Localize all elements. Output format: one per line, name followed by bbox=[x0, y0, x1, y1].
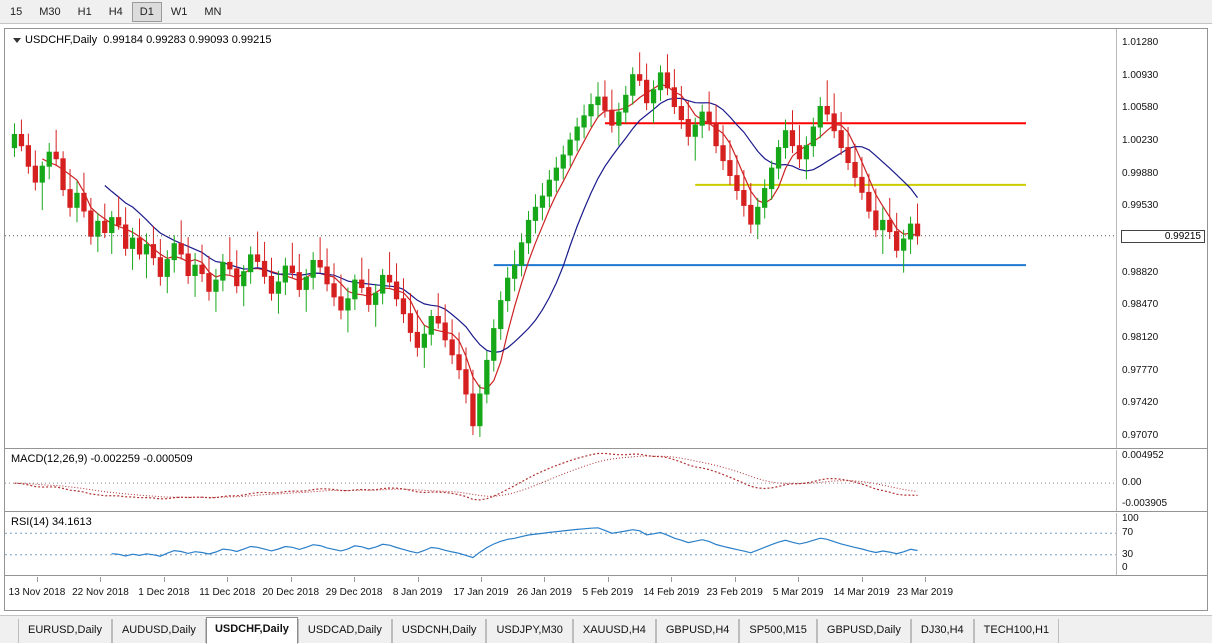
timeframe-button-h4[interactable]: H4 bbox=[108, 5, 123, 18]
last-price-tag: 0.99215 bbox=[1121, 229, 1205, 243]
chart-tab-tech100-h1[interactable]: TECH100,H1 bbox=[973, 619, 1060, 643]
time-tick bbox=[417, 577, 419, 582]
price-tick-label: 1.00230 bbox=[1122, 135, 1159, 147]
rsi-tick-label: 100 bbox=[1122, 513, 1139, 524]
timeframe-toolbar: 15 M30 H1 H4 D1 W1 MN bbox=[0, 0, 1212, 24]
price-pane: 1.01280 1.00930 1.00580 1.00230 0.99880 0.995… bbox=[5, 29, 1207, 449]
rsi-tick-label: 30 bbox=[1122, 548, 1134, 560]
rsi-pane-title: RSI(14) 34.1613 bbox=[11, 516, 92, 528]
chart-tab-usdchf-daily[interactable]: USDCHF,Daily bbox=[205, 617, 298, 644]
rsi-plot-area[interactable] bbox=[5, 513, 1116, 575]
price-plot-area[interactable] bbox=[5, 29, 1116, 448]
macd-tick-label: 0.00 bbox=[1122, 477, 1142, 489]
chart-tab-audusd-daily[interactable]: AUDUSD,Daily bbox=[111, 619, 206, 643]
price-tick-label: 0.98820 bbox=[1122, 266, 1159, 278]
timeframe-button-15[interactable]: 15 bbox=[10, 5, 23, 18]
time-tick-label: 11 Dec 2018 bbox=[199, 587, 256, 598]
time-tick bbox=[100, 577, 102, 582]
time-tick-label: 22 Nov 2018 bbox=[72, 587, 129, 598]
chart-tab-bar: EURUSD,Daily AUDUSD,Daily USDCHF,Daily USDC… bbox=[0, 615, 1212, 644]
time-tick-label: 20 Dec 2018 bbox=[262, 587, 320, 598]
time-tick-label: 29 Dec 2018 bbox=[325, 587, 383, 598]
chart-frame: 1.01280 1.00930 1.00580 1.00230 0.99880 0.995… bbox=[4, 28, 1208, 611]
time-axis-labels: 13 Nov 2018 22 Nov 2018 1 Dec 2018 11 Dec 2… bbox=[5, 577, 1116, 610]
time-tick bbox=[798, 577, 800, 582]
time-tick-label: 5 Mar 2019 bbox=[772, 587, 824, 598]
price-tick-label: 1.00930 bbox=[1122, 69, 1159, 81]
time-tick bbox=[37, 577, 38, 582]
time-tick-label: 17 Jan 2019 bbox=[453, 587, 509, 598]
time-tick-label: 5 Feb 2019 bbox=[582, 587, 634, 598]
rsi-pane: 100 70 30 0 RSI(14) 34.1613 bbox=[5, 513, 1207, 576]
time-tick bbox=[671, 577, 673, 582]
chart-tab-dj30-h4[interactable]: DJ30,H4 bbox=[910, 619, 974, 643]
price-tick-label: 1.01280 bbox=[1122, 37, 1159, 48]
time-tick-label: 23 Mar 2019 bbox=[896, 587, 954, 598]
time-tick bbox=[354, 577, 356, 582]
time-axis: 13 Nov 2018 22 Nov 2018 1 Dec 2018 11 Dec 2… bbox=[5, 577, 1207, 610]
chart-tab-gbpusd-daily[interactable]: GBPUSD,Daily bbox=[816, 619, 911, 643]
macd-pane: 0.004952 0.00 -0.003905 MACD(12,26,9) -0.0… bbox=[5, 450, 1207, 512]
chart-tab-xauusd-h4[interactable]: XAUUSD,H4 bbox=[572, 619, 656, 643]
time-tick-label: 14 Mar 2019 bbox=[833, 587, 890, 598]
price-tick-label: 0.97420 bbox=[1122, 397, 1159, 409]
price-tick-label: 0.99530 bbox=[1122, 200, 1159, 212]
timeframe-button-h1[interactable]: H1 bbox=[77, 5, 92, 18]
candlestick-series bbox=[5, 52, 1116, 437]
time-tick-label: 26 Jan 2019 bbox=[516, 587, 572, 598]
time-tick bbox=[607, 577, 609, 582]
chart-tab-usdjpy-m30[interactable]: USDJPY,M30 bbox=[486, 619, 573, 643]
macd-tick-label: 0.004952 bbox=[1122, 450, 1164, 461]
price-tick-label: 0.98120 bbox=[1122, 331, 1159, 343]
price-tick-label: 0.97070 bbox=[1122, 430, 1159, 441]
chart-tab-usdcnh-daily[interactable]: USDCNH,Daily bbox=[391, 619, 487, 643]
rsi-tick-label: 0 bbox=[1122, 562, 1128, 573]
price-tick-label: 1.00580 bbox=[1122, 102, 1159, 114]
timeframe-button-w1[interactable]: W1 bbox=[170, 5, 188, 18]
chart-tab-eurusd-daily[interactable]: EURUSD,Daily bbox=[18, 619, 112, 643]
timeframe-button-d1[interactable]: D1 bbox=[131, 1, 162, 22]
time-tick bbox=[290, 577, 292, 582]
rsi-tick-label: 70 bbox=[1122, 527, 1134, 539]
time-tick bbox=[481, 577, 482, 582]
time-tick bbox=[163, 577, 165, 582]
time-tick bbox=[861, 577, 863, 582]
price-tick-label: 0.99880 bbox=[1122, 167, 1159, 179]
time-tick bbox=[227, 577, 229, 582]
collapse-arrow-icon[interactable] bbox=[13, 37, 21, 43]
ohlc-values: 0.99184 0.99283 0.99093 0.99215 bbox=[103, 34, 272, 46]
timeframe-button-m30[interactable]: M30 bbox=[39, 5, 61, 18]
symbol-timeframe-label: USDCHF,Daily bbox=[25, 34, 98, 46]
chart-tab-usdcad-daily[interactable]: USDCAD,Daily bbox=[297, 619, 392, 643]
timeframe-button-mn[interactable]: MN bbox=[204, 5, 222, 18]
time-tick bbox=[734, 577, 736, 582]
price-tick-label: 0.98470 bbox=[1122, 299, 1159, 311]
chart-tab-gbpusd-h4[interactable]: GBPUSD,H4 bbox=[655, 619, 740, 643]
price-pane-title: USDCHF,Daily 0.99184 0.99283 0.99093 0.9… bbox=[13, 34, 271, 46]
time-tick-label: 8 Jan 2019 bbox=[392, 587, 443, 598]
macd-scale: 0.004952 0.00 -0.003905 bbox=[1116, 450, 1207, 511]
time-tick-label: 14 Feb 2019 bbox=[643, 587, 700, 598]
time-tick bbox=[544, 577, 546, 582]
time-tick-label: 23 Feb 2019 bbox=[706, 587, 763, 598]
chart-tab-sp500-m15[interactable]: SP500,M15 bbox=[739, 619, 817, 643]
time-tick bbox=[925, 577, 926, 582]
macd-pane-title: MACD(12,26,9) -0.002259 -0.000509 bbox=[11, 453, 193, 465]
rsi-scale: 100 70 30 0 bbox=[1116, 513, 1207, 575]
macd-tick-label: -0.003905 bbox=[1122, 498, 1168, 509]
time-tick-label: 13 Nov 2018 bbox=[8, 587, 66, 598]
price-tick-label: 0.97770 bbox=[1122, 364, 1159, 376]
time-tick-label: 1 Dec 2018 bbox=[138, 587, 190, 598]
rsi-series bbox=[5, 527, 1116, 559]
